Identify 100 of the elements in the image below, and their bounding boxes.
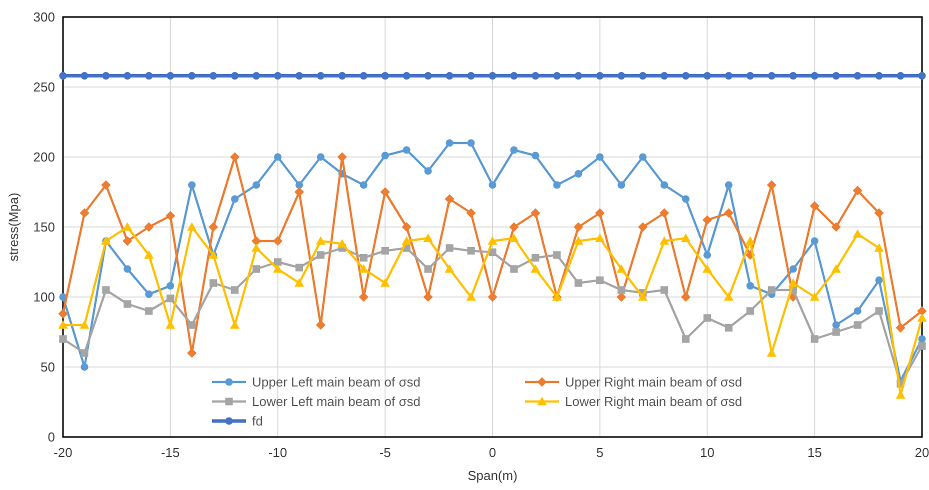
point [875, 307, 883, 315]
y-tick-label: 100 [33, 290, 55, 304]
legend-label: Upper Right main beam of σsd [565, 374, 742, 390]
point [467, 139, 475, 147]
point [380, 278, 390, 287]
x-tick-label: -15 [160, 445, 180, 460]
point [854, 321, 862, 329]
point [789, 265, 797, 273]
point [210, 72, 218, 80]
point [59, 72, 67, 80]
point [530, 208, 540, 218]
point [294, 278, 304, 287]
x-tick-label: -10 [268, 445, 288, 460]
point [166, 72, 174, 80]
point [360, 254, 368, 262]
y-tick-label: 200 [33, 150, 55, 164]
point [574, 222, 584, 232]
point [124, 72, 132, 80]
point [80, 72, 88, 80]
point [618, 286, 626, 294]
point [874, 208, 884, 218]
point [124, 265, 132, 273]
point [358, 292, 368, 302]
point [703, 251, 712, 259]
point [638, 292, 648, 301]
point [746, 307, 754, 315]
x-tick-label: 5 [596, 445, 604, 460]
point [724, 208, 734, 218]
legend-label: fd [252, 414, 263, 428]
point [724, 181, 733, 189]
point [553, 251, 561, 259]
point [702, 264, 712, 273]
point [58, 320, 68, 329]
point [188, 72, 196, 80]
point [80, 363, 88, 371]
point [101, 180, 111, 190]
point [703, 314, 712, 322]
point [444, 194, 454, 204]
point [446, 139, 454, 147]
point [702, 215, 712, 225]
point [274, 258, 282, 266]
point [766, 180, 776, 190]
point [595, 233, 605, 242]
point [509, 222, 519, 232]
point [251, 236, 262, 246]
x-tick-label: -5 [379, 445, 391, 460]
point [252, 181, 260, 189]
point [639, 72, 647, 80]
point [424, 72, 432, 80]
point [724, 72, 733, 80]
point [682, 72, 690, 80]
point [122, 236, 132, 246]
point [188, 181, 196, 189]
y-tick-label: 250 [33, 80, 55, 94]
point [510, 265, 518, 273]
point [295, 181, 304, 189]
point [596, 276, 604, 284]
point [682, 335, 690, 343]
point [80, 208, 90, 218]
point [380, 187, 390, 197]
x-tick-label: 0 [488, 445, 496, 460]
point [639, 153, 647, 161]
point [446, 72, 454, 80]
point [402, 236, 412, 245]
point [874, 243, 884, 252]
point [532, 152, 540, 160]
point [381, 152, 389, 160]
point [875, 72, 883, 80]
point [854, 307, 862, 315]
point [466, 292, 476, 301]
point [788, 278, 798, 287]
point [596, 153, 604, 161]
point [680, 292, 691, 302]
point [337, 239, 347, 248]
point [832, 321, 840, 329]
legend-label: Upper Left main beam of σsd [252, 374, 420, 390]
point [145, 72, 153, 80]
point [660, 181, 668, 189]
point [574, 236, 584, 245]
point [832, 328, 840, 336]
point [360, 72, 368, 80]
point [917, 306, 927, 316]
point [852, 186, 862, 196]
point [358, 264, 368, 273]
point [638, 222, 648, 232]
point [272, 264, 283, 273]
point [532, 254, 540, 262]
point [746, 282, 754, 290]
point [618, 181, 626, 189]
point [230, 320, 240, 329]
point [789, 72, 797, 80]
x-tick-label: 15 [807, 445, 822, 460]
point [918, 72, 926, 80]
point [831, 264, 841, 273]
point [59, 335, 67, 343]
point [381, 247, 389, 255]
point [381, 72, 389, 80]
point [166, 282, 174, 290]
point [337, 152, 347, 162]
point [530, 264, 540, 273]
